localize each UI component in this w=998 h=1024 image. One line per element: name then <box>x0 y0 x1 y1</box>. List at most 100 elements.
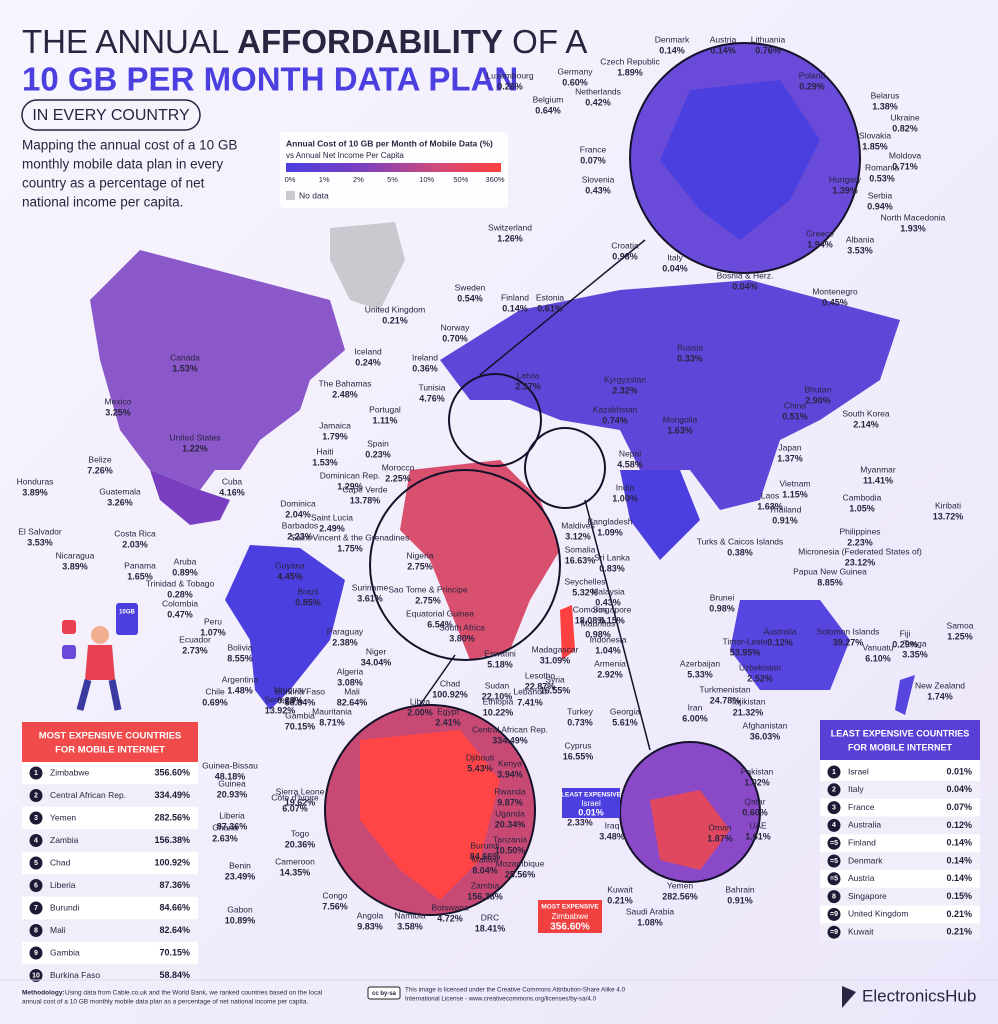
country-value: 2.41% <box>435 717 461 727</box>
country-value: 4.45% <box>277 571 303 581</box>
country: Finland <box>848 837 876 847</box>
country-value: 0.12% <box>767 637 793 647</box>
country-value: 0.73% <box>567 717 593 727</box>
country-value: 22.10% <box>482 691 513 701</box>
rank-badge <box>29 924 43 937</box>
country-name: Trinidad & Tobago <box>146 578 215 588</box>
country-value: 0.45% <box>822 297 848 307</box>
country-value: 1.75% <box>337 543 363 553</box>
country-name: France <box>580 144 607 154</box>
country-value: 0.98% <box>709 603 735 613</box>
country-value: 2.14% <box>853 419 879 429</box>
country-name: Senegal <box>264 694 295 704</box>
country-name: Turkey <box>567 706 593 716</box>
country-value: 0.69% <box>202 697 228 707</box>
callout-heading: MOST EXPENSIVE <box>541 904 599 911</box>
value: 82.64% <box>159 925 190 935</box>
person-head <box>91 626 109 644</box>
country-value: 21.32% <box>733 707 764 717</box>
value: 70.15% <box>159 947 190 957</box>
country-value: 8.55% <box>227 653 253 663</box>
country-value: 0.04% <box>662 263 688 273</box>
legend-scale <box>286 163 501 172</box>
country-value: 16.55% <box>563 751 594 761</box>
legend-subtitle: vs Annual Net Income Per Capita <box>286 151 404 160</box>
rank: =5 <box>830 858 838 865</box>
rank-badge <box>29 834 43 847</box>
country: Chad <box>50 857 71 867</box>
country-value: 10.50% <box>495 845 526 855</box>
country-value: 22.87% <box>525 681 556 691</box>
country-value: 3.08% <box>337 677 363 687</box>
country-value: 6.54% <box>427 619 453 629</box>
country-value: 6.07% <box>282 803 308 813</box>
country-value: 0.51% <box>782 411 808 421</box>
country-value: 2.73% <box>182 645 208 655</box>
country-name: Iraq <box>605 820 620 830</box>
row-band <box>820 923 980 942</box>
country-value: 1.25% <box>947 631 973 641</box>
value: 0.14% <box>946 838 972 848</box>
country-name: Slovenia <box>582 174 615 184</box>
country-value: 0.83% <box>599 563 625 573</box>
country-value: 0.33% <box>677 353 703 363</box>
country-name: Ukraine <box>890 112 920 122</box>
rank: 1 <box>832 769 836 776</box>
country-value: 4.72% <box>437 913 463 923</box>
rank: 5 <box>34 860 38 867</box>
country-name: DRC <box>481 912 499 922</box>
country-value: 3.35% <box>902 649 928 659</box>
country-value: 0.70% <box>442 333 468 343</box>
country-value: 2.90% <box>805 395 831 405</box>
footer: Methodology: Using data from Cable.co.uk… <box>0 979 998 1008</box>
country-name: Sri Lanka <box>594 552 630 562</box>
country-value: 0.60% <box>562 77 588 87</box>
country-value: 16.63% <box>565 555 596 565</box>
country-value: 0.60% <box>742 807 768 817</box>
country-name: Eswatini <box>484 648 516 658</box>
country-value: 2.25% <box>385 473 411 483</box>
value: 58.84% <box>159 970 190 980</box>
rank-badge <box>29 766 43 780</box>
australia <box>730 600 850 690</box>
country-name: Syria <box>545 674 565 684</box>
country-name: Ecuador <box>179 634 211 644</box>
country-value: 3.53% <box>27 537 53 547</box>
legend-ticks: 0% 1% 2% 5% 10% 50% 360% <box>285 175 505 184</box>
country-name: Ghana <box>212 822 238 832</box>
country: Yemen <box>50 812 76 822</box>
country-name: Micronesia (Federated States of) <box>798 546 922 556</box>
country-name: Chad <box>440 678 461 688</box>
country-name: Djibouti <box>466 752 494 762</box>
country: Zambia <box>50 835 79 845</box>
country-name: Tonga <box>903 638 926 648</box>
country-value: 2.63% <box>212 833 238 843</box>
country-name: Argentina <box>222 674 259 684</box>
country-value: 1.00% <box>612 493 638 503</box>
row-band <box>22 829 198 852</box>
country-name: Slovakia <box>859 130 891 140</box>
country-value: 7.56% <box>322 901 348 911</box>
country-name: Timor-Leste <box>722 636 767 646</box>
country: Central African Rep. <box>50 790 126 800</box>
country-name: Austria <box>710 34 737 44</box>
country-value: 18.08% <box>575 615 606 625</box>
country-name: Brazil <box>297 586 318 596</box>
country-name: Latvia <box>517 370 540 380</box>
description: country as a percentage of net <box>22 176 205 191</box>
most-expensive-table: MOST EXPENSIVE COUNTRIES FOR MOBILE INTE… <box>22 722 198 987</box>
country-value: 0.54% <box>457 293 483 303</box>
map <box>90 42 915 916</box>
country-value: 18.41% <box>475 923 506 933</box>
country-name: Namibia <box>394 910 425 920</box>
country-value: 2.37% <box>515 381 541 391</box>
country-name: Sao Tome & Principe <box>388 584 467 594</box>
rank-badge <box>827 907 841 921</box>
south-asia <box>620 470 700 560</box>
country-value: 13.72% <box>933 511 964 521</box>
country-value: 1.22% <box>182 443 208 453</box>
country-name: Iceland <box>354 346 382 356</box>
country-value: 70.15% <box>285 721 316 731</box>
country-value: 1.07% <box>200 627 226 637</box>
country-value: 100.92% <box>432 689 468 699</box>
